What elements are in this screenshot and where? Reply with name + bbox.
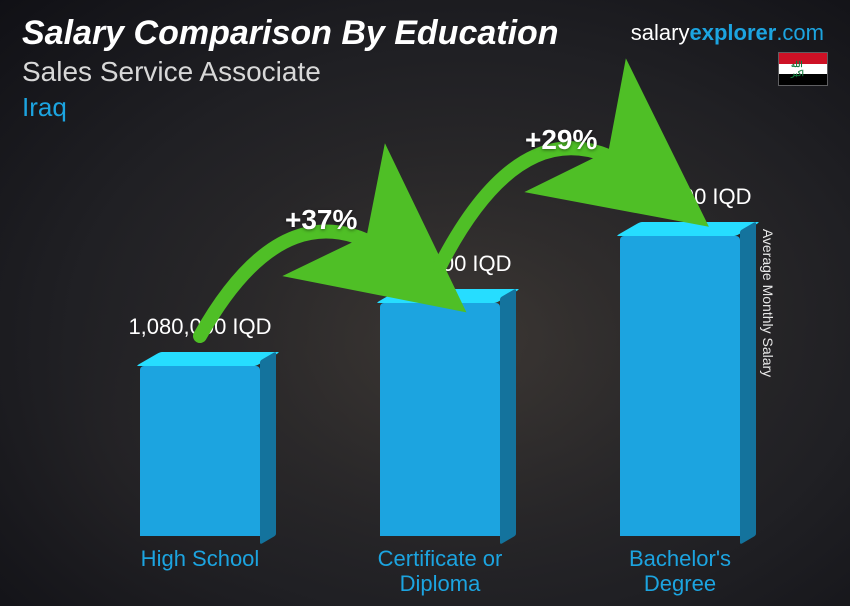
page-title: Salary Comparison By Education <box>22 14 559 53</box>
brand-prefix: salary <box>631 20 690 45</box>
bar-category-1-line1: Certificate or <box>378 546 503 571</box>
jump-label-1: +29% <box>525 124 597 156</box>
country-label: Iraq <box>22 92 67 123</box>
bar-category-1-line2: Diploma <box>400 571 481 596</box>
bar-chart: 1,080,000 IQD High School 1,480,000 IQD … <box>60 136 800 536</box>
bar-category-1: Certificate orDiploma <box>378 546 503 597</box>
brand-mid: explorer <box>689 20 776 45</box>
country-flag-icon: الله اكبر <box>778 52 828 86</box>
bar-0 <box>140 366 260 536</box>
bar-category-2-line1: Bachelor's <box>629 546 731 571</box>
brand-logo: salaryexplorer.com <box>631 20 824 46</box>
brand-suffix: .com <box>776 20 824 45</box>
page-subtitle: Sales Service Associate <box>22 56 321 88</box>
flag-script: الله اكبر <box>791 60 815 78</box>
bar-category-2-line2: Degree <box>644 571 716 596</box>
jump-label-0: +37% <box>285 204 357 236</box>
bar-category-0: High School <box>141 546 260 571</box>
bar-category-2: Bachelor'sDegree <box>629 546 731 597</box>
